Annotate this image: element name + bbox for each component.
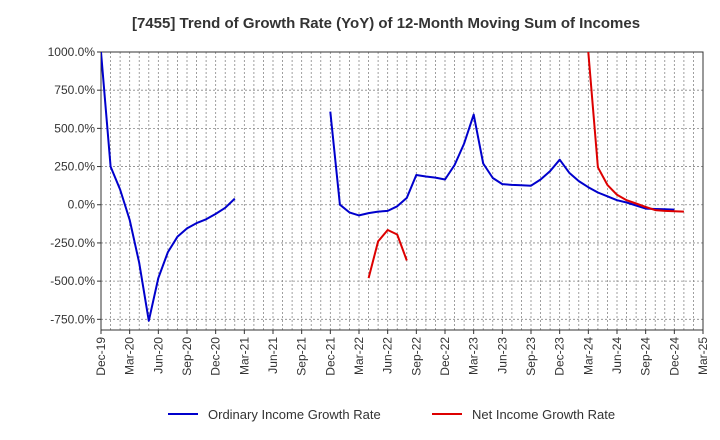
legend: Ordinary Income Growth Rate Net Income Gr…: [168, 407, 615, 422]
x-tick-label: Mar-24: [581, 337, 595, 375]
x-tick-label: Jun-21: [266, 337, 280, 374]
x-tick-label: Jun-20: [151, 337, 165, 374]
series-line-ordinary-income: [329, 111, 675, 217]
series-line-net-income: [587, 52, 684, 213]
legend-label: Ordinary Income Growth Rate: [208, 407, 381, 422]
y-tick-label: 250.0%: [54, 160, 95, 174]
series-layer: [101, 52, 684, 322]
x-tick-label: Dec-20: [209, 337, 223, 376]
x-tick-label: Dec-22: [438, 337, 452, 376]
x-tick-label: Dec-24: [667, 337, 681, 376]
y-tick-label: -750.0%: [50, 312, 95, 326]
x-tick-label: Sep-24: [639, 337, 653, 376]
y-tick-label: 750.0%: [54, 83, 95, 97]
y-tick-label: 500.0%: [54, 121, 95, 135]
x-tick-label: Jun-23: [495, 337, 509, 374]
x-tick-label: Jun-22: [381, 337, 395, 374]
x-tick-label: Dec-23: [553, 337, 567, 376]
x-tick-label: Sep-21: [295, 337, 309, 376]
legend-label: Net Income Growth Rate: [472, 407, 615, 422]
x-tick-label: Mar-20: [123, 337, 137, 375]
x-tick-label: Sep-22: [409, 337, 423, 376]
x-tick-label: Mar-25: [696, 337, 710, 375]
y-tick-label: 0.0%: [68, 198, 96, 212]
x-tick-label: Dec-19: [94, 337, 108, 376]
axis-layer: 1000.0% 750.0% 500.0% 250.0% 0.0% -250.0% -500…: [48, 45, 710, 376]
y-tick-label: -500.0%: [50, 274, 95, 288]
x-tick-label: Jun-24: [610, 337, 624, 374]
plot-frame: [100, 51, 704, 331]
y-tick-label: 1000.0%: [48, 45, 96, 59]
series-line-net-income: [367, 229, 408, 279]
series-line-ordinary-income: [101, 52, 236, 322]
y-tick-label: -250.0%: [50, 236, 95, 250]
grid-layer: [100, 51, 704, 330]
x-tick-label: Mar-21: [237, 337, 251, 375]
x-tick-label: Dec-21: [323, 337, 337, 376]
x-tick-label: Sep-20: [180, 337, 194, 376]
x-tick-label: Mar-23: [467, 337, 481, 375]
x-tick-label: Sep-23: [524, 337, 538, 376]
chart-title: [7455] Trend of Growth Rate (YoY) of 12-…: [132, 15, 640, 32]
x-tick-label: Mar-22: [352, 337, 366, 375]
